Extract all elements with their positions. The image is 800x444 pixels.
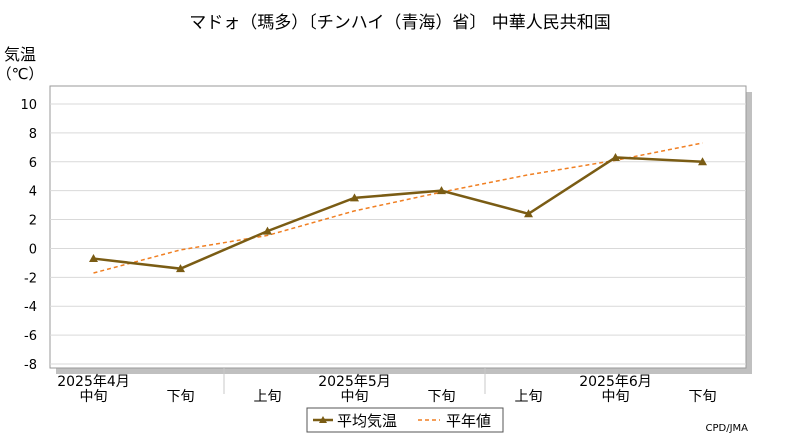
data-point-avg-temp	[263, 226, 272, 235]
legend-marker-avg-temp	[319, 416, 327, 423]
y-axis-unit: （℃）	[0, 65, 43, 83]
y-tick-label: 10	[20, 98, 37, 113]
x-month-label: 2025年6月	[579, 374, 652, 390]
series-line-normal	[93, 142, 703, 274]
data-point-avg-temp	[350, 193, 359, 202]
data-point-avg-temp	[611, 152, 620, 161]
series-line-avg-temp	[93, 156, 703, 270]
y-tick-label: 8	[29, 127, 37, 142]
data-point-avg-temp	[437, 186, 446, 195]
y-tick-label: -4	[24, 300, 37, 315]
x-tick-labels: 中旬 下旬 上旬 中旬 下旬 上旬 中旬 下旬 2025年4月 2025年5月 2025年6月	[57, 368, 717, 405]
y-tick-label: -8	[24, 358, 37, 373]
y-tick-label: 0	[29, 242, 37, 257]
legend-label-avg-temp: 平均気温	[337, 412, 397, 430]
y-tick-label: -6	[24, 329, 37, 344]
data-point-avg-temp	[524, 209, 533, 218]
legend: 平均気温 平年値	[306, 407, 504, 433]
y-tick-labels: 10 8 6 4 2 0 -2 -4 -6 -8	[20, 98, 37, 373]
data-point-avg-temp	[698, 157, 707, 166]
grid-layer	[50, 103, 746, 365]
x-tick-label: 下旬	[689, 389, 717, 405]
x-tick-label: 中旬	[602, 389, 630, 405]
x-tick-label: 下旬	[167, 389, 195, 405]
y-tick-label: 2	[29, 214, 37, 229]
series-layer	[89, 142, 707, 274]
x-tick-label: 下旬	[428, 389, 456, 405]
chart-title: マドォ（瑪多）〔チンハイ（青海）省〕 中華人民共和国	[189, 13, 611, 33]
legend-label-normal: 平年値	[446, 412, 491, 430]
y-tick-label: -2	[24, 271, 37, 286]
legend-box	[306, 407, 504, 433]
data-point-avg-temp	[176, 264, 185, 273]
x-month-label: 2025年4月	[57, 374, 130, 390]
x-month-label: 2025年5月	[318, 374, 391, 390]
y-tick-label: 6	[29, 156, 37, 171]
x-tick-label: 上旬	[254, 389, 282, 405]
plot-area	[49, 85, 747, 369]
x-tick-label: 中旬	[341, 389, 369, 405]
credit-label: CPD/JMA	[706, 423, 749, 434]
y-tick-label: 4	[29, 185, 37, 200]
x-tick-label: 中旬	[80, 389, 108, 405]
x-tick-label: 上旬	[515, 389, 543, 405]
y-axis-label: 気温	[4, 45, 36, 64]
data-point-avg-temp	[89, 254, 98, 263]
